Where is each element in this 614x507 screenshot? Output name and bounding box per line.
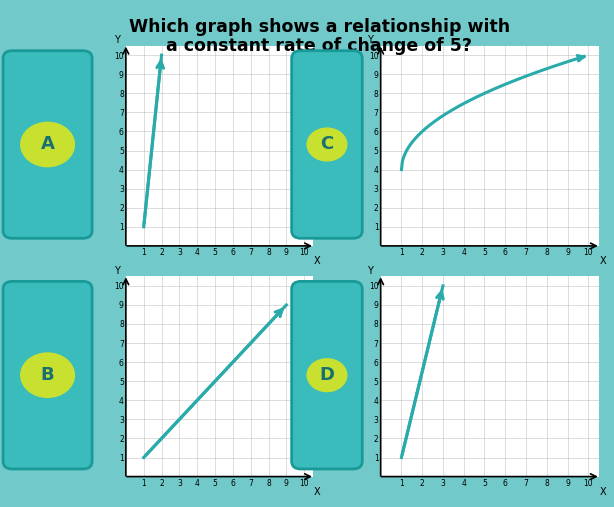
Text: A: A bbox=[41, 135, 55, 154]
Text: Y: Y bbox=[114, 35, 120, 45]
Text: Y: Y bbox=[367, 35, 373, 45]
Text: C: C bbox=[321, 135, 333, 154]
Text: a constant rate of change of 5?: a constant rate of change of 5? bbox=[166, 37, 472, 55]
Text: X: X bbox=[313, 487, 320, 497]
Text: Y: Y bbox=[367, 266, 373, 276]
Text: X: X bbox=[599, 256, 606, 266]
Text: Which graph shows a relationship with: Which graph shows a relationship with bbox=[129, 18, 510, 36]
Text: X: X bbox=[313, 256, 320, 266]
Text: Y: Y bbox=[114, 266, 120, 276]
Text: D: D bbox=[319, 366, 335, 384]
Text: X: X bbox=[599, 487, 606, 497]
Text: B: B bbox=[41, 366, 55, 384]
